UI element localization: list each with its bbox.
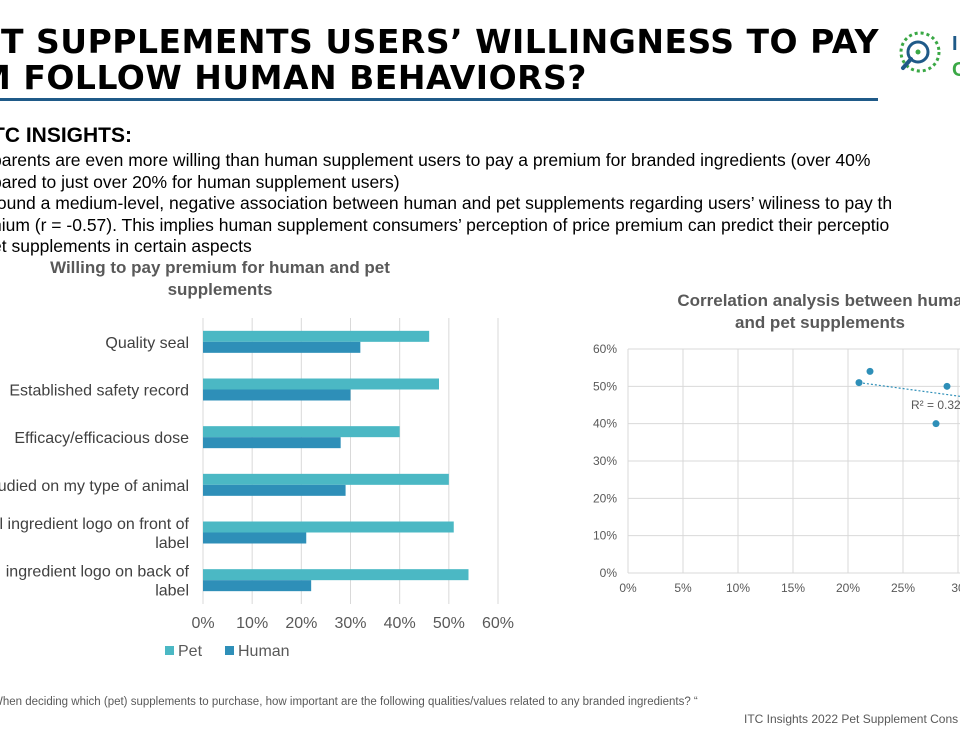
scatter-y-tick-label: 40%: [593, 417, 617, 431]
bar-pet: [203, 378, 439, 390]
magnifier-globe-icon: I C: [899, 31, 960, 80]
scatter-x-tick-label: 30: [951, 581, 960, 595]
source-note: ITC Insights 2022 Pet Supplement Cons: [744, 712, 959, 726]
bar-category-label: udied on my type of animal: [0, 478, 189, 495]
slide-title: ET SUPPLEMENTS USERS’ WILLINGNESS TO PAY…: [0, 22, 880, 97]
bar-category-label: ingredient logo on back of: [6, 564, 190, 581]
bullet-line: parents are even more willing than human…: [0, 150, 871, 170]
scatter-x-tick-label: 0%: [619, 581, 637, 595]
bar-pet: [203, 473, 449, 485]
bar-category-label: Established safety record: [9, 383, 189, 400]
insights-heading: TC INSIGHTS:: [0, 124, 132, 147]
bar-chart-title: Willing to pay premium for human and pet…: [20, 257, 420, 301]
legend-swatch-human: [225, 646, 234, 655]
bar-category-label: label: [155, 535, 189, 552]
bar-x-tick-label: 10%: [236, 615, 268, 632]
bar-human: [203, 484, 346, 496]
legend-swatch-pet: [165, 646, 174, 655]
trendline-r2-label: R² = 0.32: [911, 398, 960, 412]
bullet-line: nium (r = -0.57). This implies human sup…: [0, 214, 890, 235]
scatter-y-tick-label: 60%: [593, 342, 617, 356]
scatter-trendline: [858, 382, 960, 397]
bullet-line: found a medium-level, negative associati…: [0, 193, 893, 213]
scatter-chart-title-line-1: Correlation analysis between huma: [677, 291, 960, 310]
bar-human: [203, 389, 351, 401]
bullet-line: et supplements in certain aspects: [0, 236, 252, 256]
bar-pet: [203, 330, 430, 342]
bar-x-tick-label: 60%: [482, 615, 514, 632]
bar-category-label: l ingredient logo on front of: [0, 516, 190, 533]
bar-chart-title-line-1: Willing to pay premium for human and pet: [50, 258, 390, 277]
scatter-chart-title: Correlation analysis between huma and pe…: [620, 290, 960, 334]
scatter-x-tick-label: 10%: [726, 581, 750, 595]
bar-x-tick-label: 50%: [433, 615, 465, 632]
bar-x-tick-label: 0%: [191, 615, 214, 632]
scatter-y-tick-label: 30%: [593, 454, 617, 468]
scatter-y-tick-label: 20%: [593, 491, 617, 505]
scatter-y-tick-label: 0%: [600, 566, 618, 580]
scatter-chart-title-line-2: and pet supplements: [734, 313, 906, 332]
bar-category-label: label: [155, 583, 189, 600]
bullet-line: pared to just over 20% for human supplem…: [0, 171, 400, 192]
bar-category-label: Quality seal: [105, 335, 189, 352]
legend-label-human: Human: [238, 643, 290, 660]
legend-label-pet: Pet: [178, 643, 203, 660]
bar-human: [203, 580, 312, 592]
scatter-x-tick-label: 20%: [836, 581, 860, 595]
scatter-point: [866, 367, 874, 375]
logo: I C: [898, 28, 960, 80]
bar-human: [203, 437, 341, 449]
bar-pet: [203, 569, 469, 581]
bar-x-tick-label: 30%: [334, 615, 366, 632]
insights-bullets: parents are even more willing than human…: [0, 150, 892, 258]
bar-x-tick-label: 40%: [384, 615, 416, 632]
footnote: When deciding which (pet) supplements to…: [0, 696, 698, 708]
bar-category-label: Efficacy/efficacious dose: [14, 430, 189, 447]
scatter-point: [932, 420, 940, 428]
scatter-x-tick-label: 15%: [781, 581, 805, 595]
scatter-point: [943, 382, 951, 390]
logo-text: I: [952, 33, 958, 55]
title-line-1: ET SUPPLEMENTS USERS’ WILLINGNESS TO PAY: [0, 22, 880, 61]
scatter-x-tick-label: 25%: [891, 581, 915, 595]
scatter-y-tick-label: 10%: [593, 529, 617, 543]
scatter-x-tick-label: 5%: [674, 581, 692, 595]
bar-pet: [203, 426, 400, 438]
logo-text-2: C: [952, 59, 960, 80]
bar-human: [203, 341, 361, 353]
scatter-y-tick-label: 50%: [593, 379, 617, 393]
bar-chart-title-line-2: supplements: [167, 280, 273, 299]
bar-human: [203, 532, 307, 544]
scatter-point: [855, 379, 863, 387]
title-divider: [0, 98, 878, 101]
bar-x-tick-label: 20%: [285, 615, 317, 632]
title-line-2: M FOLLOW HUMAN BEHAVIORS?: [0, 58, 587, 97]
bar-pet: [203, 521, 454, 533]
